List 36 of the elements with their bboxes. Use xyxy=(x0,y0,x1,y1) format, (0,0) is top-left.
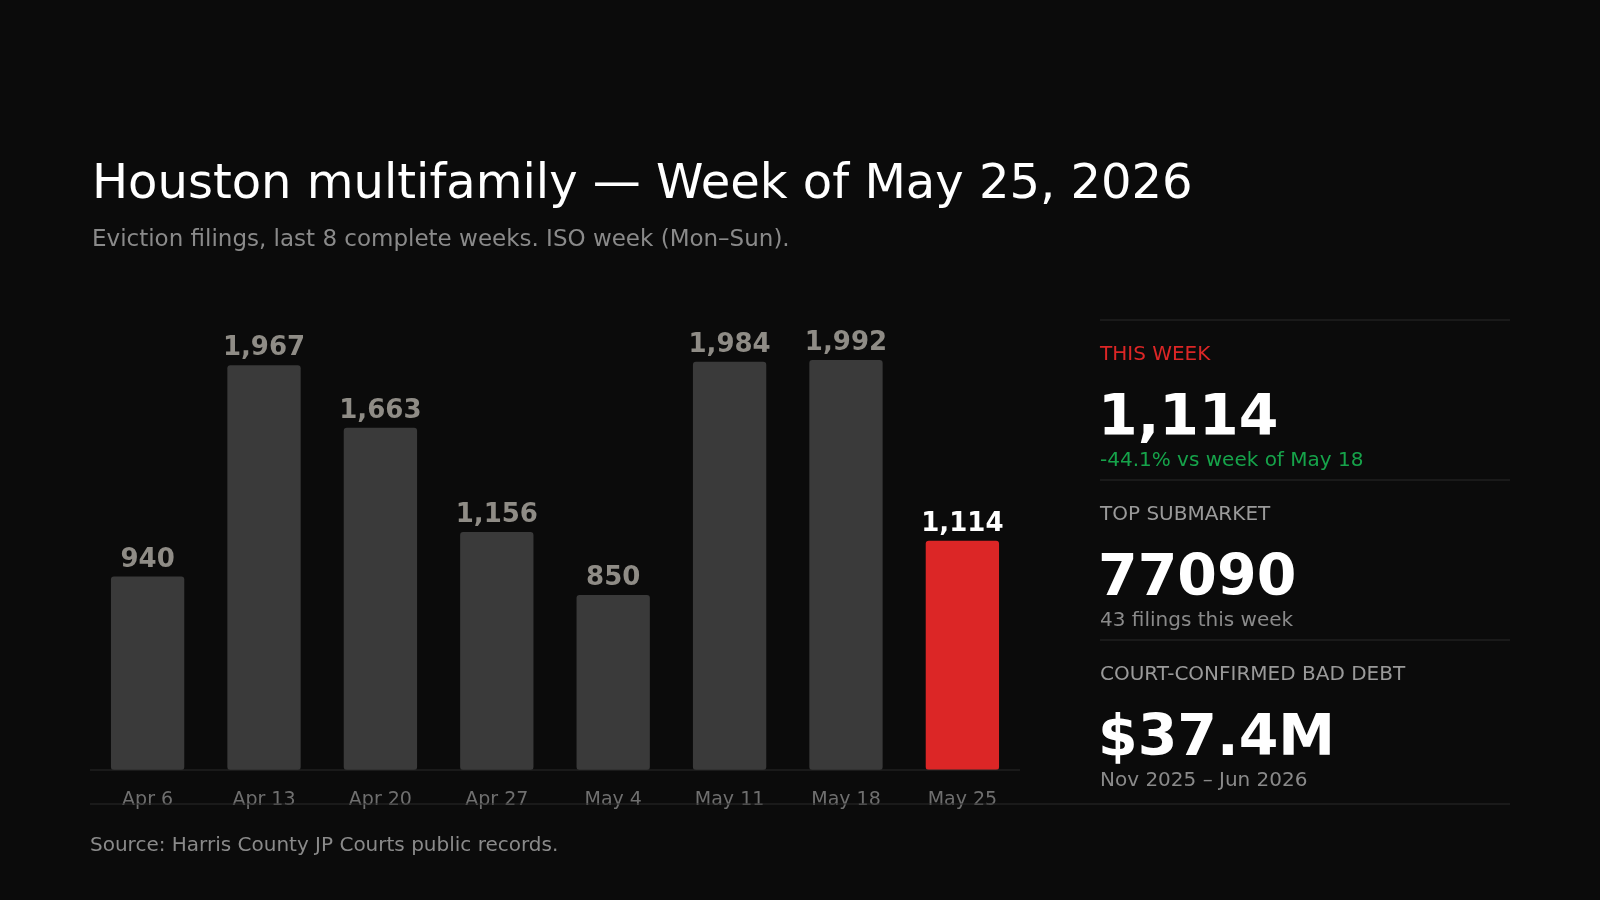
bar xyxy=(809,360,883,770)
source-note: Source: Harris County JP Courts public records. xyxy=(90,832,559,856)
x-tick-label: Apr 20 xyxy=(348,787,412,809)
bar xyxy=(227,365,301,770)
text: THIS WEEK xyxy=(1099,341,1212,365)
text: 77090 xyxy=(1098,542,1297,608)
data-label: 1,992 xyxy=(804,326,888,356)
data-label: 1,156 xyxy=(455,498,538,529)
text: 1,114 xyxy=(1098,382,1279,448)
data-label: 1,984 xyxy=(688,327,771,358)
text: Nov 2025 – Jun 2026 xyxy=(1100,767,1308,791)
bar xyxy=(576,595,650,770)
data-label: 1,663 xyxy=(339,393,422,424)
text: $37.4M xyxy=(1098,702,1336,768)
bar xyxy=(343,427,418,770)
bar xyxy=(460,532,534,770)
data-label: 1,114 xyxy=(921,506,1004,537)
text: COURT-CONFIRMED BAD DEBT xyxy=(1100,661,1406,685)
bar xyxy=(692,361,767,770)
x-tick-label: May 4 xyxy=(584,787,642,809)
x-tick-label: May 11 xyxy=(694,787,765,809)
x-tick-label: Apr 27 xyxy=(465,787,529,809)
chart-title: Houston multifamily — Week of May 25, 2026 xyxy=(92,153,1193,209)
x-tick-label: Apr 13 xyxy=(232,787,296,809)
x-tick-label: May 25 xyxy=(927,787,998,809)
bar xyxy=(110,576,185,770)
text: -44.1% vs week of May 18 xyxy=(1100,447,1364,471)
x-tick-label: May 18 xyxy=(811,787,881,809)
data-label: 1,967 xyxy=(222,331,306,362)
bar xyxy=(925,540,1000,770)
x-tick-label: Apr 6 xyxy=(122,787,174,809)
data-label: 940 xyxy=(120,542,175,573)
data-label: 850 xyxy=(586,561,641,592)
chart-subtitle: Eviction filings, last 8 complete weeks. ISO week (Mon–Sun). xyxy=(92,225,790,251)
text: TOP SUBMARKET xyxy=(1099,501,1272,525)
text: 43 filings this week xyxy=(1100,607,1294,631)
